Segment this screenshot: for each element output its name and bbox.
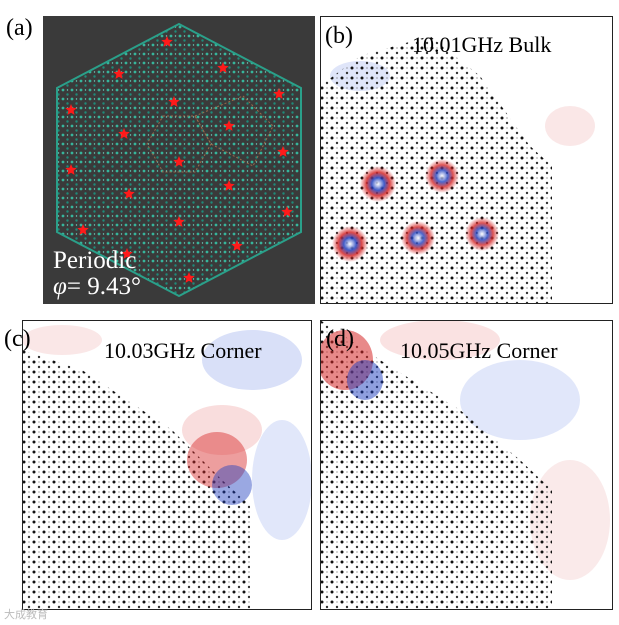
panel-b-frame — [320, 16, 613, 304]
periodic-label: Periodic — [53, 247, 137, 274]
red-star-marker-icon — [223, 180, 235, 191]
red-star-marker-icon — [113, 68, 125, 79]
red-star-marker-icon — [217, 62, 229, 73]
red-star-marker-icon — [183, 272, 195, 283]
frequency-label-c: 10.03GHz Corner — [104, 338, 262, 363]
twist-angle-value: = 9.43° — [66, 273, 141, 301]
red-star-marker-icon — [118, 128, 130, 139]
red-star-marker-icon — [277, 146, 289, 157]
panel-d-corner-field — [320, 320, 613, 610]
field-map-b — [320, 36, 595, 304]
phi-symbol: φ — [53, 273, 67, 301]
periodic-caption: Periodic φ= 9.43° — [53, 247, 141, 301]
panel-label-b: (b) — [325, 23, 353, 49]
field-map-d — [320, 320, 610, 610]
red-star-marker-icon — [281, 206, 293, 217]
twist-angle: φ= 9.43° — [53, 274, 141, 300]
panel-label-c: (c) — [4, 326, 31, 352]
red-star-marker-icon — [123, 188, 135, 199]
panel-c-frame — [22, 320, 312, 610]
field-map-c — [22, 325, 312, 610]
red-star-marker-icon — [273, 88, 285, 99]
watermark: 大成教育 — [4, 609, 48, 621]
frequency-label-b: 10.01GHz Bulk — [412, 32, 552, 57]
panel-label-a: (a) — [6, 15, 33, 41]
red-star-markers — [65, 36, 293, 283]
red-star-marker-icon — [173, 156, 185, 167]
red-star-marker-icon — [161, 36, 173, 47]
panel-b-bulk-field — [320, 16, 613, 304]
red-star-marker-icon — [65, 104, 77, 115]
red-star-marker-icon — [77, 224, 89, 235]
frequency-label-d: 10.05GHz Corner — [400, 338, 558, 363]
panel-label-d: (d) — [326, 326, 354, 352]
panel-d-frame — [320, 320, 613, 610]
panel-c-corner-field — [22, 320, 312, 610]
red-star-marker-icon — [173, 216, 185, 227]
red-star-marker-icon — [231, 240, 243, 251]
red-star-marker-icon — [121, 248, 133, 259]
red-star-marker-icon — [65, 164, 77, 175]
red-star-marker-icon — [168, 96, 180, 107]
red-star-marker-icon — [223, 120, 235, 131]
panel-a-periodic-lattice: Periodic φ= 9.43° — [43, 16, 315, 304]
hexagonal-lattice-graphic — [56, 22, 302, 298]
